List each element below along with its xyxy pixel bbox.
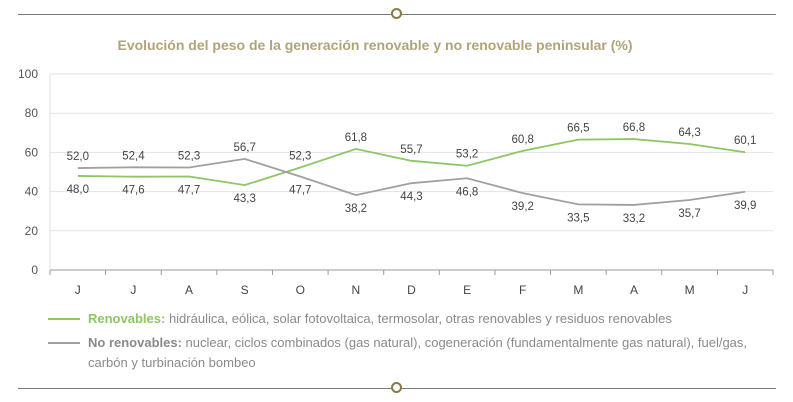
data-label-renovables: 66,8 (623, 122, 645, 134)
bottom-divider-ornament-icon (391, 382, 402, 393)
data-label-no-renovables: 56,7 (233, 142, 255, 154)
x-tick-label: E (463, 283, 471, 297)
data-label-renovables: 47,7 (178, 185, 200, 197)
data-label-renovables: 60,8 (512, 134, 534, 146)
data-label-no-renovables: 39,9 (734, 200, 756, 212)
data-label-no-renovables: 52,0 (67, 151, 89, 163)
data-label-no-renovables: 44,3 (400, 191, 422, 203)
chart-title: Evolución del peso de la generación reno… (117, 37, 633, 53)
data-label-renovables: 64,3 (678, 127, 700, 139)
legend-swatch-renovables (48, 318, 80, 320)
data-label-renovables: 66,5 (567, 123, 589, 135)
data-label-renovables: 53,2 (456, 149, 478, 161)
line-chart: 0 20 40 60 80 100 J J A S O N D E F M A M J 48,0 52,0 47,6 52,… (18, 67, 774, 297)
data-label-no-renovables: 46,8 (456, 186, 478, 198)
x-tick-label: J (75, 283, 81, 297)
data-label-no-renovables: 33,5 (567, 212, 589, 224)
y-tick-label: 80 (25, 106, 39, 120)
x-tick-label: M (685, 283, 695, 297)
legend-name-renovables: Renovables: (88, 311, 166, 326)
y-tick-label: 40 (25, 185, 39, 199)
y-tick-label: 20 (25, 224, 39, 238)
x-tick-label: J (130, 283, 136, 297)
series-line-renovables (77, 138, 746, 187)
data-label-renovables: 52,3 (289, 150, 311, 162)
x-tick-label: N (352, 283, 361, 297)
x-tick-label: A (185, 283, 193, 297)
y-tick-label: 0 (31, 263, 38, 277)
top-divider-ornament-icon (391, 8, 402, 19)
data-label-renovables: 61,8 (345, 132, 367, 144)
data-label-renovables: 43,3 (233, 193, 255, 205)
legend-desc-no-renovables: nuclear, ciclos combinados (gas natural)… (88, 335, 748, 370)
y-tick-label: 100 (18, 67, 38, 81)
x-tick-label: F (519, 283, 526, 297)
data-label-renovables: 47,6 (122, 185, 144, 197)
data-label-renovables: 48,0 (67, 184, 89, 196)
x-tick-label: A (630, 283, 638, 297)
x-tick-label: O (296, 283, 305, 297)
legend-swatch-no-renovables (48, 342, 80, 344)
x-tick-label: J (742, 283, 748, 297)
data-label-no-renovables: 38,2 (345, 203, 367, 215)
data-label-no-renovables: 35,7 (678, 208, 700, 220)
x-tick-label: D (407, 283, 416, 297)
legend-name-no-renovables: No renovables: (88, 335, 182, 350)
x-tick-label: M (573, 283, 583, 297)
data-label-renovables: 55,7 (400, 144, 422, 156)
y-tick-label: 60 (25, 145, 39, 159)
data-label-no-renovables: 47,7 (289, 185, 311, 197)
data-label-no-renovables: 52,3 (178, 150, 200, 162)
data-label-renovables: 60,1 (734, 135, 756, 147)
data-label-no-renovables: 33,2 (623, 213, 645, 225)
legend-item-renovables: Renovables: hidráulica, eólica, solar fo… (48, 309, 778, 329)
legend-item-no-renovables: No renovables: nuclear, ciclos combinado… (48, 333, 778, 373)
series-line-no-renovables (77, 157, 746, 206)
data-label-no-renovables: 39,2 (512, 201, 534, 213)
x-tick-label: S (241, 283, 249, 297)
legend-desc-renovables: hidráulica, eólica, solar fotovoltaica, … (168, 311, 672, 326)
data-label-no-renovables: 52,4 (122, 150, 145, 162)
